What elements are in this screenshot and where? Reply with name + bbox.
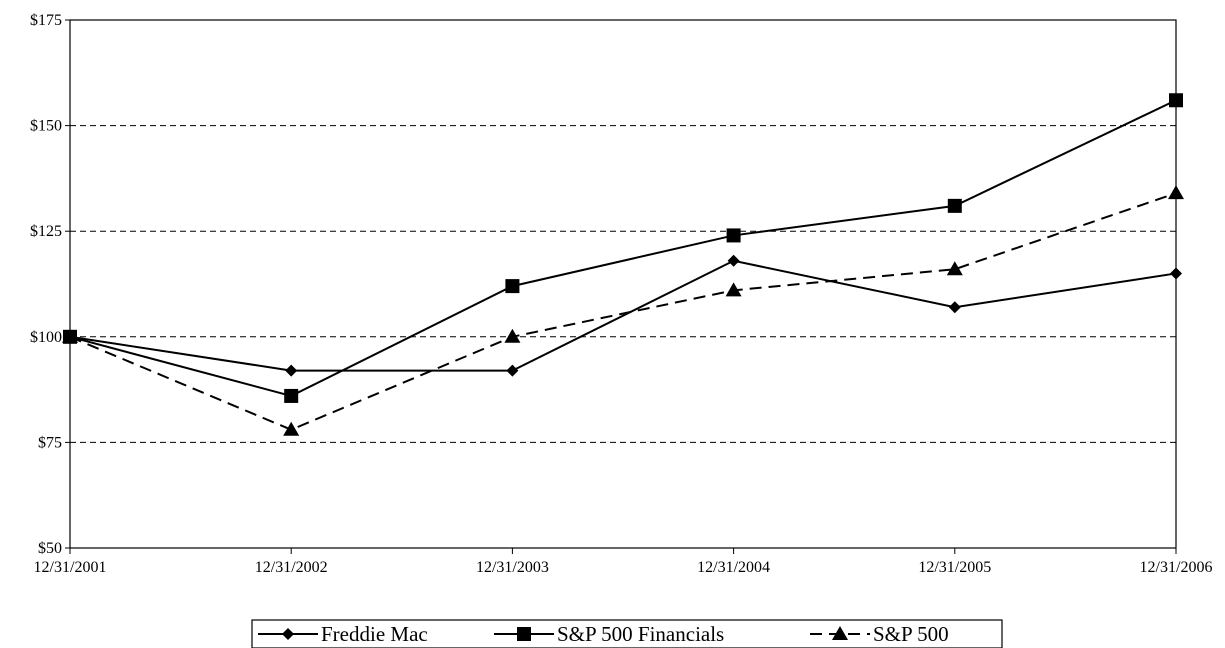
legend-marker bbox=[517, 627, 531, 641]
data-point-freddie-mac bbox=[506, 364, 519, 377]
series-line-freddie-mac bbox=[69, 259, 1177, 372]
data-point-sp-500-financials bbox=[505, 279, 520, 294]
y-tick-label: $125 bbox=[30, 223, 62, 240]
data-point-freddie-mac bbox=[948, 301, 961, 314]
x-tick-label: 12/31/2004 bbox=[697, 559, 770, 576]
data-point-sp-500 bbox=[946, 261, 963, 276]
legend-box bbox=[251, 619, 1003, 648]
data-point-sp-500-financials bbox=[284, 388, 299, 403]
data-point-sp-500 bbox=[62, 328, 78, 343]
x-tick-label: 12/31/2005 bbox=[918, 559, 991, 576]
legend-marker bbox=[832, 626, 848, 640]
y-tick-label: $175 bbox=[30, 12, 62, 29]
x-tick-label: 12/31/2001 bbox=[34, 559, 107, 576]
y-axis: $50 $75 $100 $125 $150 $175 bbox=[30, 12, 70, 557]
legend-marker bbox=[282, 628, 294, 640]
data-point-sp-500 bbox=[725, 282, 742, 297]
data-point-freddie-mac bbox=[727, 254, 740, 267]
data-point-sp-500 bbox=[1168, 185, 1184, 200]
x-axis: 12/31/2001 12/31/2002 12/31/2003 12/31/2004… bbox=[34, 548, 1213, 576]
data-point-sp-500 bbox=[283, 421, 300, 436]
x-tick-label: 12/31/2003 bbox=[476, 559, 549, 576]
data-point-sp-500 bbox=[504, 328, 521, 343]
y-tick-label: $50 bbox=[38, 540, 62, 557]
data-point-sp-500-financials bbox=[947, 198, 962, 213]
gridlines bbox=[70, 125, 1176, 443]
legend: Freddie Mac S&P 500 Financials S&P 500 bbox=[251, 619, 1003, 648]
data-point-sp-500-financials bbox=[726, 228, 741, 243]
x-tick-label: 12/31/2006 bbox=[1140, 559, 1213, 576]
series-sp-500 bbox=[62, 185, 1184, 436]
data-point-freddie-mac bbox=[1170, 267, 1182, 280]
legend-label: S&P 500 bbox=[873, 622, 949, 646]
series-line-sp-500 bbox=[69, 192, 1177, 431]
series-line-sp-500-financials bbox=[69, 99, 1177, 397]
y-tick-label: $150 bbox=[30, 118, 62, 135]
x-tick-label: 12/31/2002 bbox=[255, 559, 328, 576]
y-tick-label: $75 bbox=[38, 434, 62, 451]
series-group bbox=[62, 93, 1184, 436]
plot-area bbox=[69, 19, 1177, 549]
data-point-sp-500-financials bbox=[1169, 93, 1183, 108]
legend-label: Freddie Mac bbox=[321, 622, 428, 646]
y-tick-label: $100 bbox=[30, 329, 62, 346]
legend-label: S&P 500 Financials bbox=[557, 622, 724, 646]
data-point-freddie-mac bbox=[285, 364, 298, 377]
